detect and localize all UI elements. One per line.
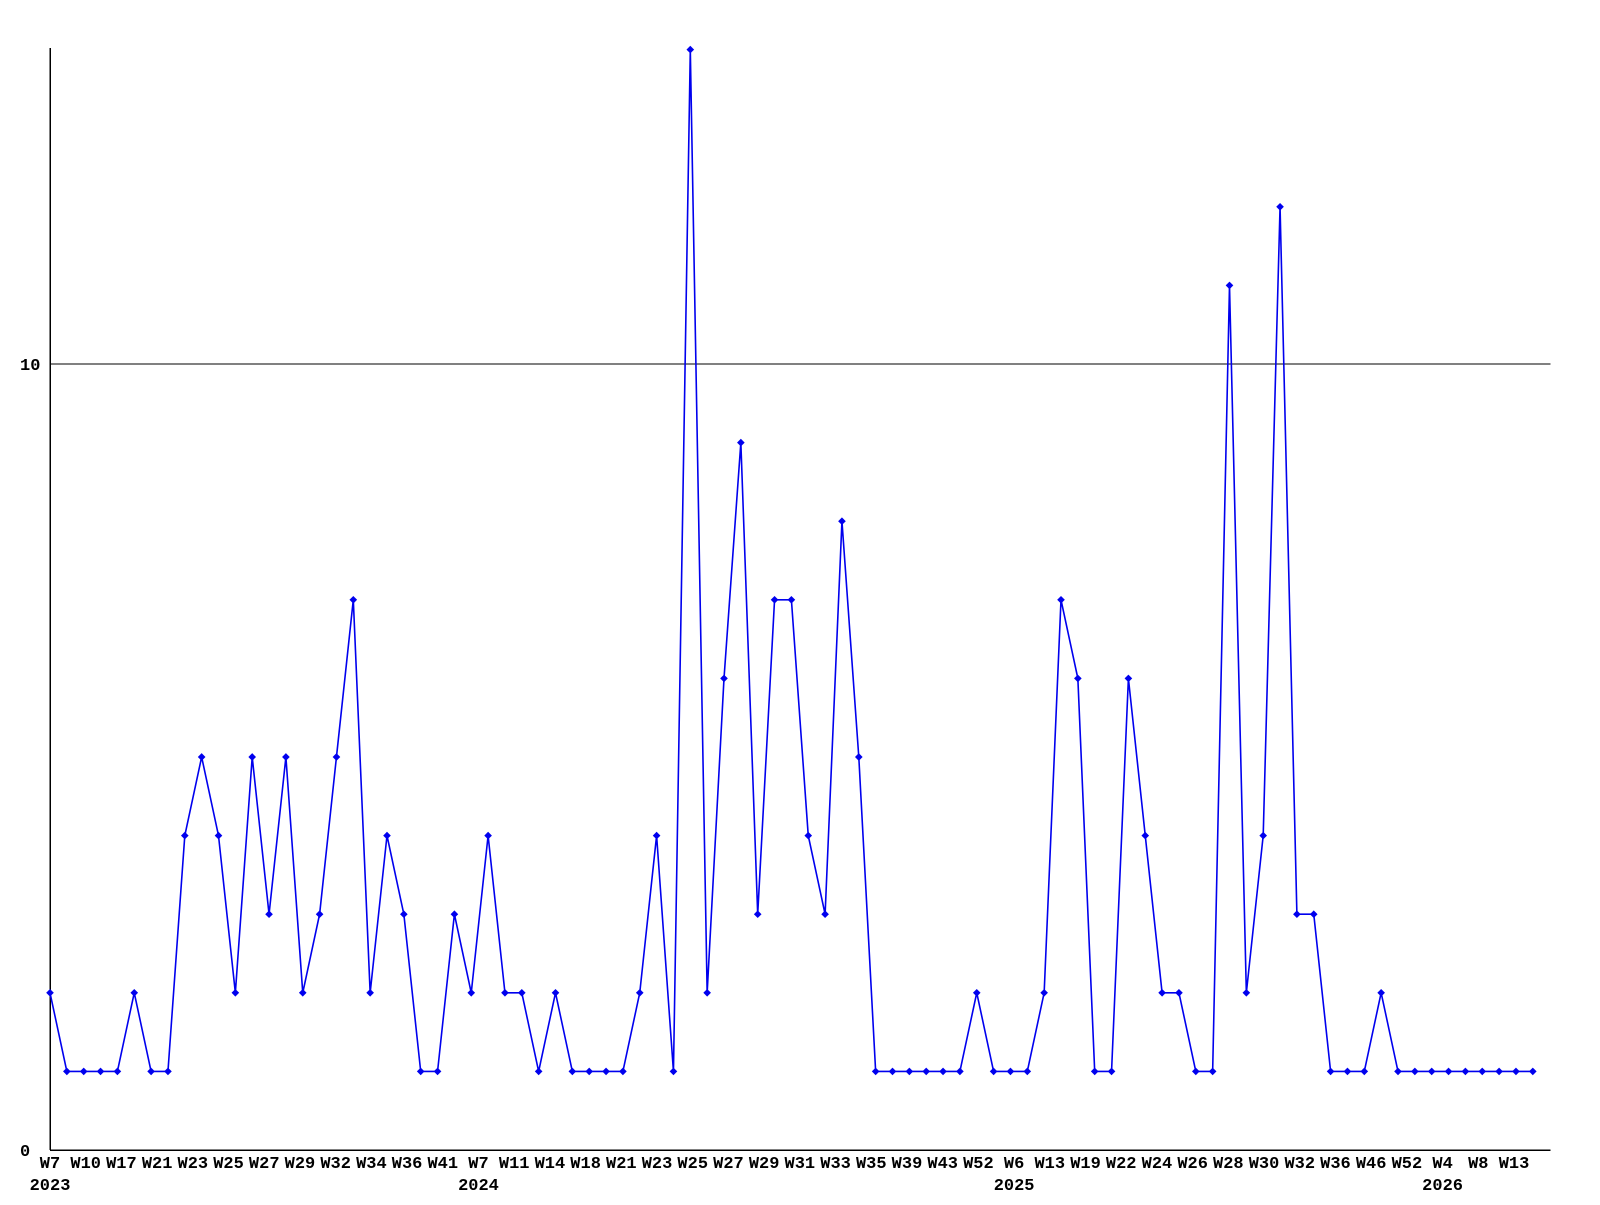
svg-text:W26: W26 xyxy=(1177,1155,1208,1174)
svg-text:W29: W29 xyxy=(749,1155,780,1174)
svg-text:W25: W25 xyxy=(677,1155,708,1174)
svg-text:W27: W27 xyxy=(713,1155,744,1174)
svg-text:2025: 2025 xyxy=(994,1177,1035,1196)
svg-text:W52: W52 xyxy=(963,1155,994,1174)
svg-text:W24: W24 xyxy=(1142,1155,1173,1174)
svg-text:W8: W8 xyxy=(1468,1155,1488,1174)
svg-text:W11: W11 xyxy=(499,1155,530,1174)
svg-text:W21: W21 xyxy=(606,1155,637,1174)
svg-text:W52: W52 xyxy=(1392,1155,1423,1174)
svg-text:W39: W39 xyxy=(892,1155,923,1174)
svg-text:W21: W21 xyxy=(142,1155,173,1174)
svg-text:2026: 2026 xyxy=(1422,1177,1463,1196)
svg-text:W34: W34 xyxy=(356,1155,387,1174)
svg-text:W6: W6 xyxy=(1004,1155,1024,1174)
svg-text:W32: W32 xyxy=(320,1155,351,1174)
svg-text:W10: W10 xyxy=(70,1155,101,1174)
svg-text:W46: W46 xyxy=(1356,1155,1387,1174)
svg-text:10: 10 xyxy=(20,357,40,376)
svg-text:W33: W33 xyxy=(820,1155,851,1174)
svg-text:0: 0 xyxy=(20,1143,30,1162)
svg-text:2024: 2024 xyxy=(458,1177,499,1196)
svg-text:W36: W36 xyxy=(392,1155,423,1174)
svg-text:W29: W29 xyxy=(285,1155,316,1174)
svg-text:W27: W27 xyxy=(249,1155,280,1174)
svg-text:W7: W7 xyxy=(40,1155,60,1174)
svg-text:2023: 2023 xyxy=(30,1177,71,1196)
svg-text:W25: W25 xyxy=(213,1155,244,1174)
svg-text:W32: W32 xyxy=(1284,1155,1315,1174)
svg-text:W17: W17 xyxy=(106,1155,137,1174)
svg-text:W13: W13 xyxy=(1499,1155,1530,1174)
svg-text:W31: W31 xyxy=(785,1155,816,1174)
svg-text:W13: W13 xyxy=(1034,1155,1065,1174)
svg-text:W28: W28 xyxy=(1213,1155,1244,1174)
svg-text:W35: W35 xyxy=(856,1155,887,1174)
svg-text:W19: W19 xyxy=(1070,1155,1101,1174)
svg-text:W41: W41 xyxy=(427,1155,458,1174)
svg-text:W22: W22 xyxy=(1106,1155,1137,1174)
svg-text:W30: W30 xyxy=(1249,1155,1280,1174)
svg-text:W7: W7 xyxy=(468,1155,488,1174)
svg-text:W18: W18 xyxy=(570,1155,601,1174)
svg-text:W23: W23 xyxy=(178,1155,209,1174)
svg-text:W23: W23 xyxy=(642,1155,673,1174)
svg-text:W14: W14 xyxy=(535,1155,566,1174)
svg-text:W36: W36 xyxy=(1320,1155,1351,1174)
svg-text:W43: W43 xyxy=(927,1155,958,1174)
svg-text:W4: W4 xyxy=(1432,1155,1452,1174)
